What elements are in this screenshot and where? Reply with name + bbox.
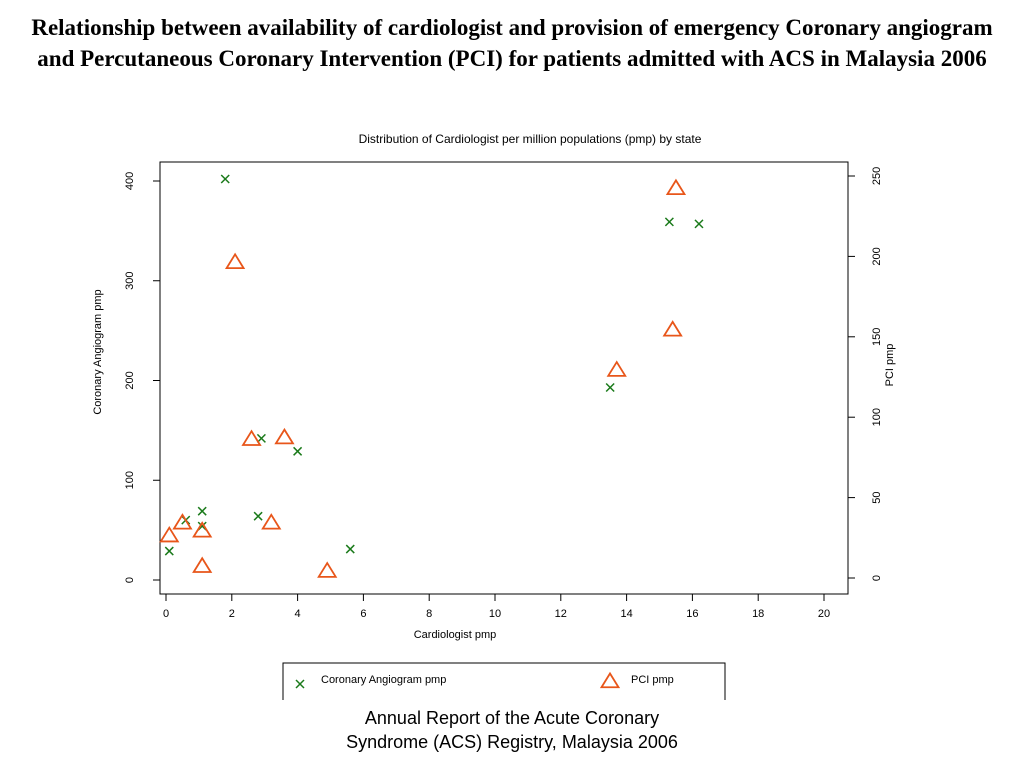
main-title: Relationship between availability of car… [31, 15, 993, 71]
pci-point [192, 521, 213, 538]
x-tick-label: 10 [489, 608, 501, 620]
legend-box [282, 662, 726, 700]
angiogram-point [220, 174, 230, 184]
y2-axis-label: PCI pmp [884, 344, 896, 387]
legend: Coronary Angiogram pmp PCI pmp [282, 662, 726, 700]
y-tick-label: 400 [124, 172, 136, 190]
pci-point [317, 561, 338, 578]
x-axis: 0 2 4 6 8 10 12 14 16 18 20 [163, 593, 830, 620]
x-tick-label: 20 [818, 608, 830, 620]
angiogram-point [164, 546, 174, 556]
y2-tick-label: 100 [871, 408, 883, 426]
series-pci [159, 178, 687, 578]
pci-point [261, 513, 282, 530]
x-tick-label: 0 [163, 608, 169, 620]
x-tick-label: 2 [229, 608, 235, 620]
pci-point [172, 513, 193, 530]
x-axis-label: Cardiologist pmp [414, 629, 497, 641]
legend-marker-pci [599, 671, 621, 689]
angiogram-point [345, 544, 355, 554]
angiogram-point [293, 446, 303, 456]
x-tick-label: 8 [426, 608, 432, 620]
x-tick-label: 16 [686, 608, 698, 620]
legend-label-coronary-angiogram: Coronary Angiogram pmp [321, 674, 446, 686]
legend-label-pci: PCI pmp [631, 674, 674, 686]
x-tick-label: 4 [295, 608, 301, 620]
y-tick-label: 0 [124, 577, 136, 583]
pci-point [241, 429, 262, 446]
chart-title: Distribution of Cardiologist per million… [359, 132, 702, 146]
angiogram-point [664, 217, 674, 227]
y2-tick-label: 150 [871, 328, 883, 346]
x-tick-label: 6 [360, 608, 366, 620]
y-axis-left: 0 100 200 300 400 [124, 172, 161, 583]
caption: Annual Report of the Acute Coronary Synd… [262, 706, 762, 754]
angiogram-point [256, 433, 266, 443]
y2-tick-label: 200 [871, 247, 883, 265]
pci-point [606, 360, 627, 377]
pci-point [224, 252, 246, 270]
x-tick-label: 12 [555, 608, 567, 620]
y2-tick-label: 0 [871, 575, 883, 581]
pci-point [274, 427, 295, 445]
legend-x-marker [295, 679, 305, 689]
pci-point [159, 525, 180, 543]
scatter-chart: Distribution of Cardiologist per million… [92, 132, 896, 700]
angiogram-point [694, 219, 704, 229]
pci-point [192, 556, 213, 573]
y-tick-label: 300 [124, 272, 136, 290]
caption-line-1: Annual Report of the Acute Coronary [364, 708, 660, 728]
y-tick-label: 100 [124, 471, 136, 489]
angiogram-point [253, 511, 263, 521]
y-tick-label: 200 [124, 371, 136, 389]
y2-tick-label: 250 [871, 167, 883, 185]
y2-tick-label: 50 [871, 491, 883, 503]
series-coronary-angiogram [164, 174, 704, 556]
x-tick-label: 14 [620, 608, 632, 620]
angiogram-point [605, 382, 615, 393]
pci-point [662, 320, 683, 337]
legend-marker-coronary-angiogram [295, 679, 305, 689]
pci-point [665, 178, 687, 196]
y-axis-label: Coronary Angiogram pmp [92, 289, 104, 414]
x-tick-label: 18 [752, 608, 764, 620]
legend-triangle-marker [599, 671, 621, 689]
y-axis-right: 0 50 100 150 200 250 [847, 167, 883, 581]
angiogram-point [197, 506, 207, 516]
caption-line-2: Syndrome (ACS) Registry, Malaysia 2006 [346, 732, 678, 752]
